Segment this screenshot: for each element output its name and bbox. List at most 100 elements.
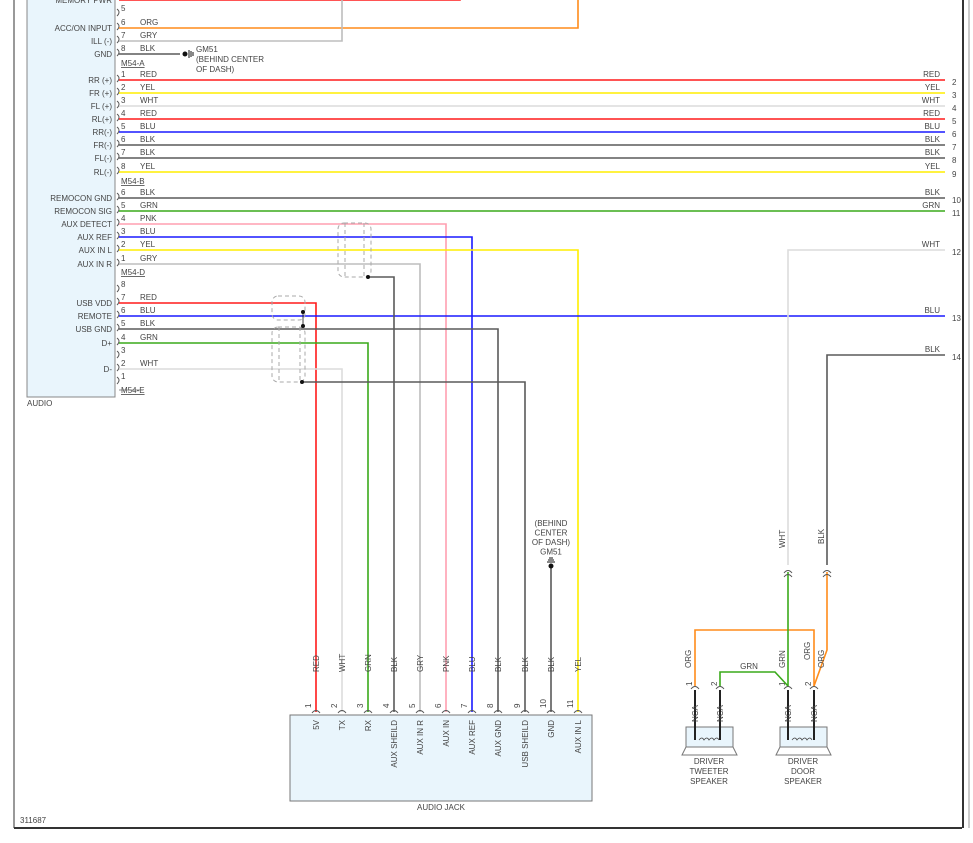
pin-number: 1 [304,703,313,708]
connector-terminal-icon [116,376,120,385]
connector-terminal-icon [715,686,725,690]
pin-name: AUX GND [494,720,503,757]
wire-color-label: ORG [684,650,693,668]
pin-name: FL (+) [91,102,113,111]
wire-color-label: BLK [494,656,503,672]
ground-icon [182,51,188,57]
pin-name: AUX SHEILD [390,720,399,768]
wire-color-label: WHT [922,240,940,249]
pin-number: 6 [121,18,126,27]
wire-color-label: WHT [922,96,940,105]
pin-number: 2 [804,681,813,686]
wire-color-label: BLK [140,44,156,53]
pin-name: FR(-) [93,141,112,150]
connector-id: M54-D [121,268,145,277]
terminal-number: 13 [952,314,961,323]
pin-name: AUX IN L [574,719,583,753]
wire-color-label: GRY [140,254,158,263]
connector-terminal-icon [116,297,120,306]
pin-name: AUX REF [468,720,477,755]
speaker-coil-icon [698,737,720,741]
connector-terminal-icon [467,710,477,714]
wire-color-label: BLK [925,148,941,157]
wire-aux-shield [368,276,395,712]
speaker-coil-icon [791,737,813,741]
pin-name: AUX DETECT [61,220,112,229]
speaker-label: SPEAKER [690,777,728,786]
wire-color-label: BLK [140,148,156,157]
pin-name: FL(-) [95,154,113,163]
connector-terminal-icon [116,231,120,240]
pin-number: 4 [121,214,126,223]
terminal-number: 12 [952,248,961,257]
pin-number: 8 [486,703,495,708]
terminal-number: 14 [952,353,961,362]
wire-color-label: BLU [140,122,156,131]
pin-number: 1 [778,681,787,686]
wire-12 [787,249,945,565]
wire-color-label: BLU [140,306,156,315]
terminal-number: 10 [952,196,961,205]
pin-name: RL(+) [92,115,113,124]
terminal-number: 11 [952,209,961,218]
wire [119,249,579,712]
pin-number: 2 [330,703,339,708]
ground-icon [188,50,194,58]
pin-name: GND [547,720,556,738]
pin-name: GND [94,50,112,59]
wire-color-label: BLK [140,135,156,144]
wire [119,342,369,712]
connector-terminal-icon [116,100,120,109]
connector-terminal-icon [116,323,120,332]
pin-name: RR(-) [92,128,112,137]
pin-name: FR (+) [89,89,112,98]
connector-terminal-icon [116,284,120,293]
pin-number: 4 [382,703,391,708]
connector-id: M54-B [121,177,145,186]
connector-terminal-icon [116,218,120,227]
wire-color-label: ORG [140,18,158,27]
wire [119,223,447,712]
wire-color-label: WHT [338,654,347,672]
pin-number: 11 [566,699,575,708]
speaker-label: DOOR [791,767,815,776]
pin-number: 5 [121,319,126,328]
wire-color-label: YEL [140,83,156,92]
wire [119,302,317,712]
connector-terminal-icon [546,710,556,714]
shield-outline [271,326,306,383]
connector-terminal-icon [493,710,503,714]
pin-name: AUX IN R [77,260,112,269]
connector-terminal-icon [116,363,120,372]
wire-color-label: BLK [547,656,556,672]
connector-terminal-icon [116,87,120,96]
wire-usb-shield [302,381,526,712]
pin-name: ACC/ON INPUT [55,24,112,33]
wire-color-label: GRN [778,650,787,668]
wire-color-label: GRY [140,31,158,40]
wire-color-label: RED [140,70,157,79]
pin-number: 7 [121,293,126,302]
wire-color-label: ORG [817,650,826,668]
wire-color-label: BLK [140,319,156,328]
pin-name: REMOCON SIG [54,207,112,216]
pin-name: TX [338,719,347,730]
ground-location: CENTER [535,529,568,538]
wire-color-label: BLK [925,188,941,197]
wire [119,0,579,29]
terminal-number: 9 [952,170,957,179]
pin-number: 3 [121,96,126,105]
wire-color-label: RED [923,109,940,118]
pin-name: RR (+) [88,76,112,85]
pin-number: 2 [121,83,126,92]
pin-name: MEMORY PWR [55,0,112,5]
wire-14 [826,354,945,565]
speaker-cone-icon [681,746,738,756]
pin-number: 8 [121,44,126,53]
wire-color-label: RED [140,293,157,302]
pin-name: ILL (-) [91,37,112,46]
audio-jack-box [289,714,593,802]
connector-terminal-icon [116,35,120,44]
audio-jack-label: AUDIO JACK [417,803,466,812]
connector-terminal-icon [116,48,120,57]
